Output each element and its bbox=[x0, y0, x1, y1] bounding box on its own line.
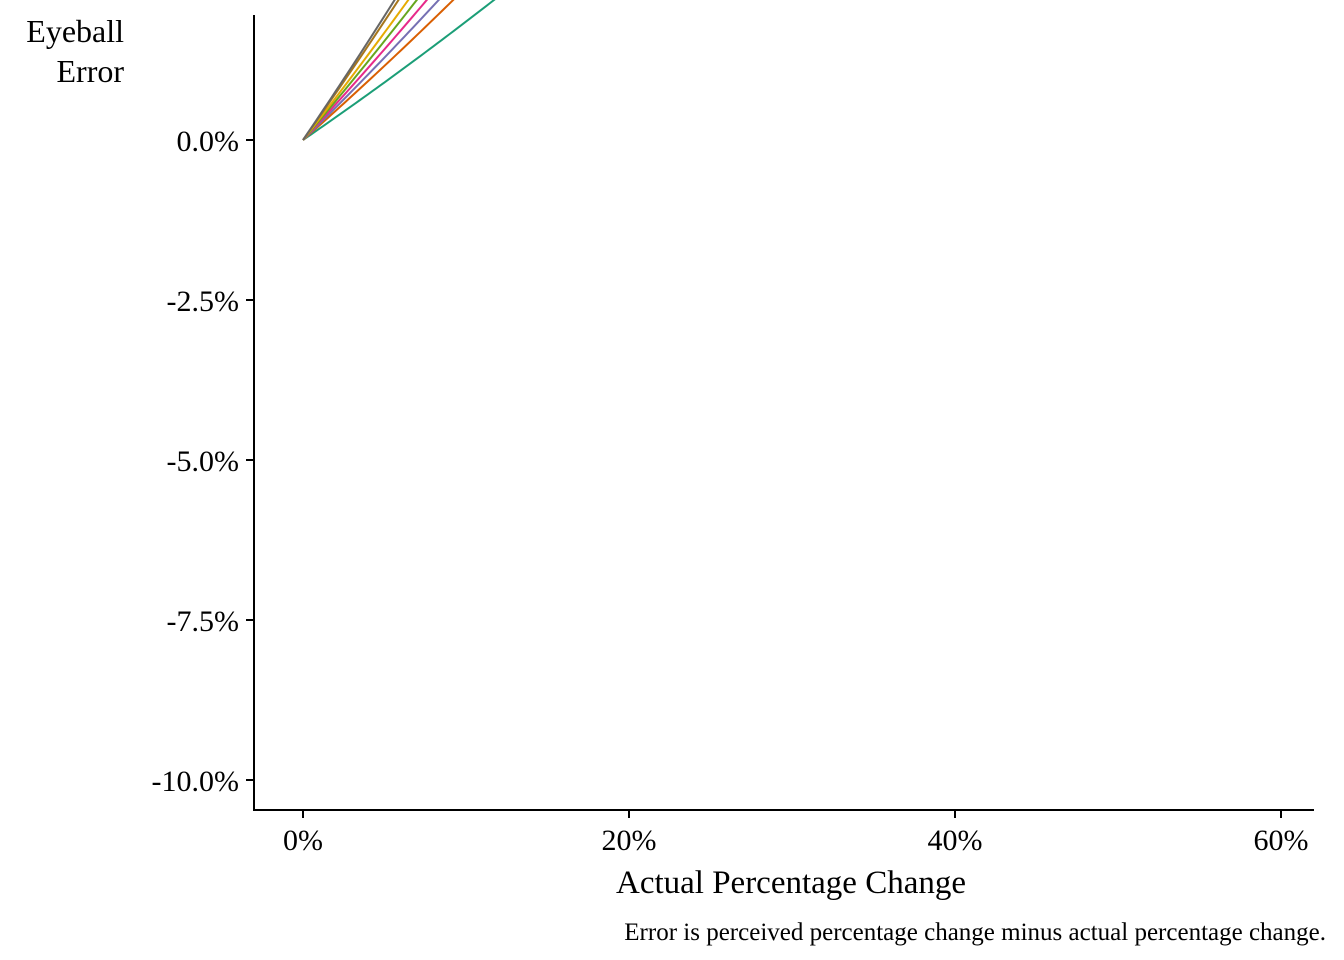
y-tick-label: -10.0% bbox=[152, 765, 239, 798]
series-line-2.6 bbox=[302, 0, 419, 141]
series-line-2.65 bbox=[302, 0, 410, 141]
y-axis-ticks: 0.0% -2.5% -5.0% -7.5% -10.0% bbox=[152, 125, 254, 798]
y-tick-label: -2.5% bbox=[167, 285, 239, 318]
chart-caption: Error is perceived percentage change min… bbox=[624, 919, 1326, 946]
x-tick-label: 20% bbox=[602, 824, 657, 857]
series-line-2.75 bbox=[302, 0, 396, 141]
y-tick-label: -7.5% bbox=[167, 605, 239, 638]
y-tick-label: 0.0% bbox=[177, 125, 240, 158]
x-axis-ticks: 0% 20% 40% 60% bbox=[283, 810, 1309, 857]
series-line-2.35 bbox=[302, 0, 496, 141]
series-line-2.55 bbox=[302, 0, 429, 141]
x-tick-label: 40% bbox=[928, 824, 983, 857]
series-line-2.45 bbox=[302, 0, 455, 141]
series-line-2.5 bbox=[302, 0, 441, 141]
x-tick-label: 0% bbox=[283, 824, 323, 857]
series-layer bbox=[302, 0, 496, 141]
y-axis-title-line-2: Error bbox=[56, 53, 124, 89]
series-line-e bbox=[302, 0, 400, 141]
y-axis-title-line-1: Eyeball bbox=[26, 13, 124, 49]
x-axis-title: Actual Percentage Change bbox=[616, 865, 966, 901]
x-tick-label: 60% bbox=[1254, 824, 1309, 857]
y-tick-label: -5.0% bbox=[167, 445, 239, 478]
